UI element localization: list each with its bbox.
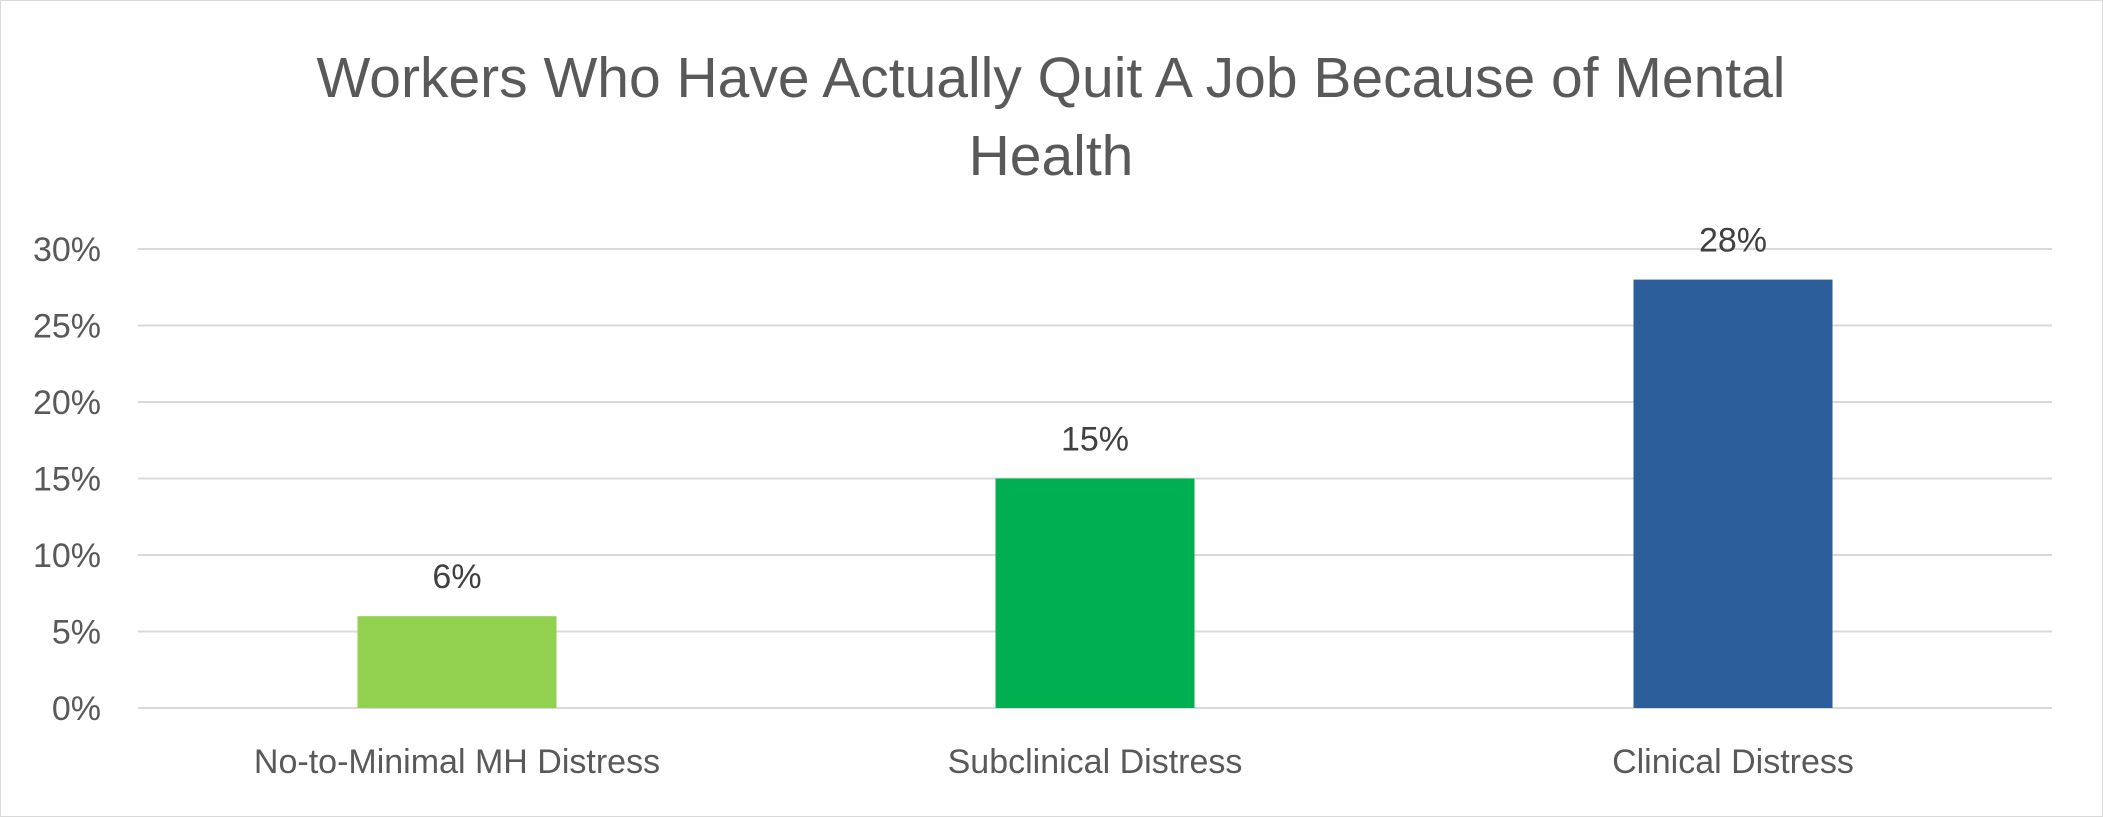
y-tick-label: 5%: [52, 614, 101, 652]
bar: [357, 616, 557, 708]
x-category-label: Clinical Distress: [1612, 743, 1854, 781]
y-axis-ticks: 0% 5% 10% 15% 20% 25% 30%: [33, 231, 101, 728]
y-tick-label: 10%: [33, 537, 101, 575]
x-axis-categories: No-to-Minimal MH Distress Subclinical Dis…: [254, 743, 1854, 781]
y-tick-label: 25%: [33, 308, 101, 346]
data-labels: 6% 15% 28%: [432, 222, 1767, 597]
y-tick-label: 0%: [52, 690, 101, 728]
y-tick-label: 15%: [33, 461, 101, 499]
y-tick-label: 30%: [33, 231, 101, 269]
bar: [1633, 279, 1833, 708]
bars: [357, 279, 1833, 708]
bar: [995, 478, 1195, 708]
chart-title: Workers Who Have Actually Quit A Job Bec…: [316, 46, 1786, 188]
bar-value-label: 28%: [1699, 222, 1767, 260]
x-category-label: No-to-Minimal MH Distress: [254, 743, 660, 781]
y-tick-label: 20%: [33, 384, 101, 422]
bar-value-label: 15%: [1061, 421, 1129, 459]
x-category-label: Subclinical Distress: [948, 743, 1243, 781]
bar-value-label: 6%: [432, 558, 481, 596]
